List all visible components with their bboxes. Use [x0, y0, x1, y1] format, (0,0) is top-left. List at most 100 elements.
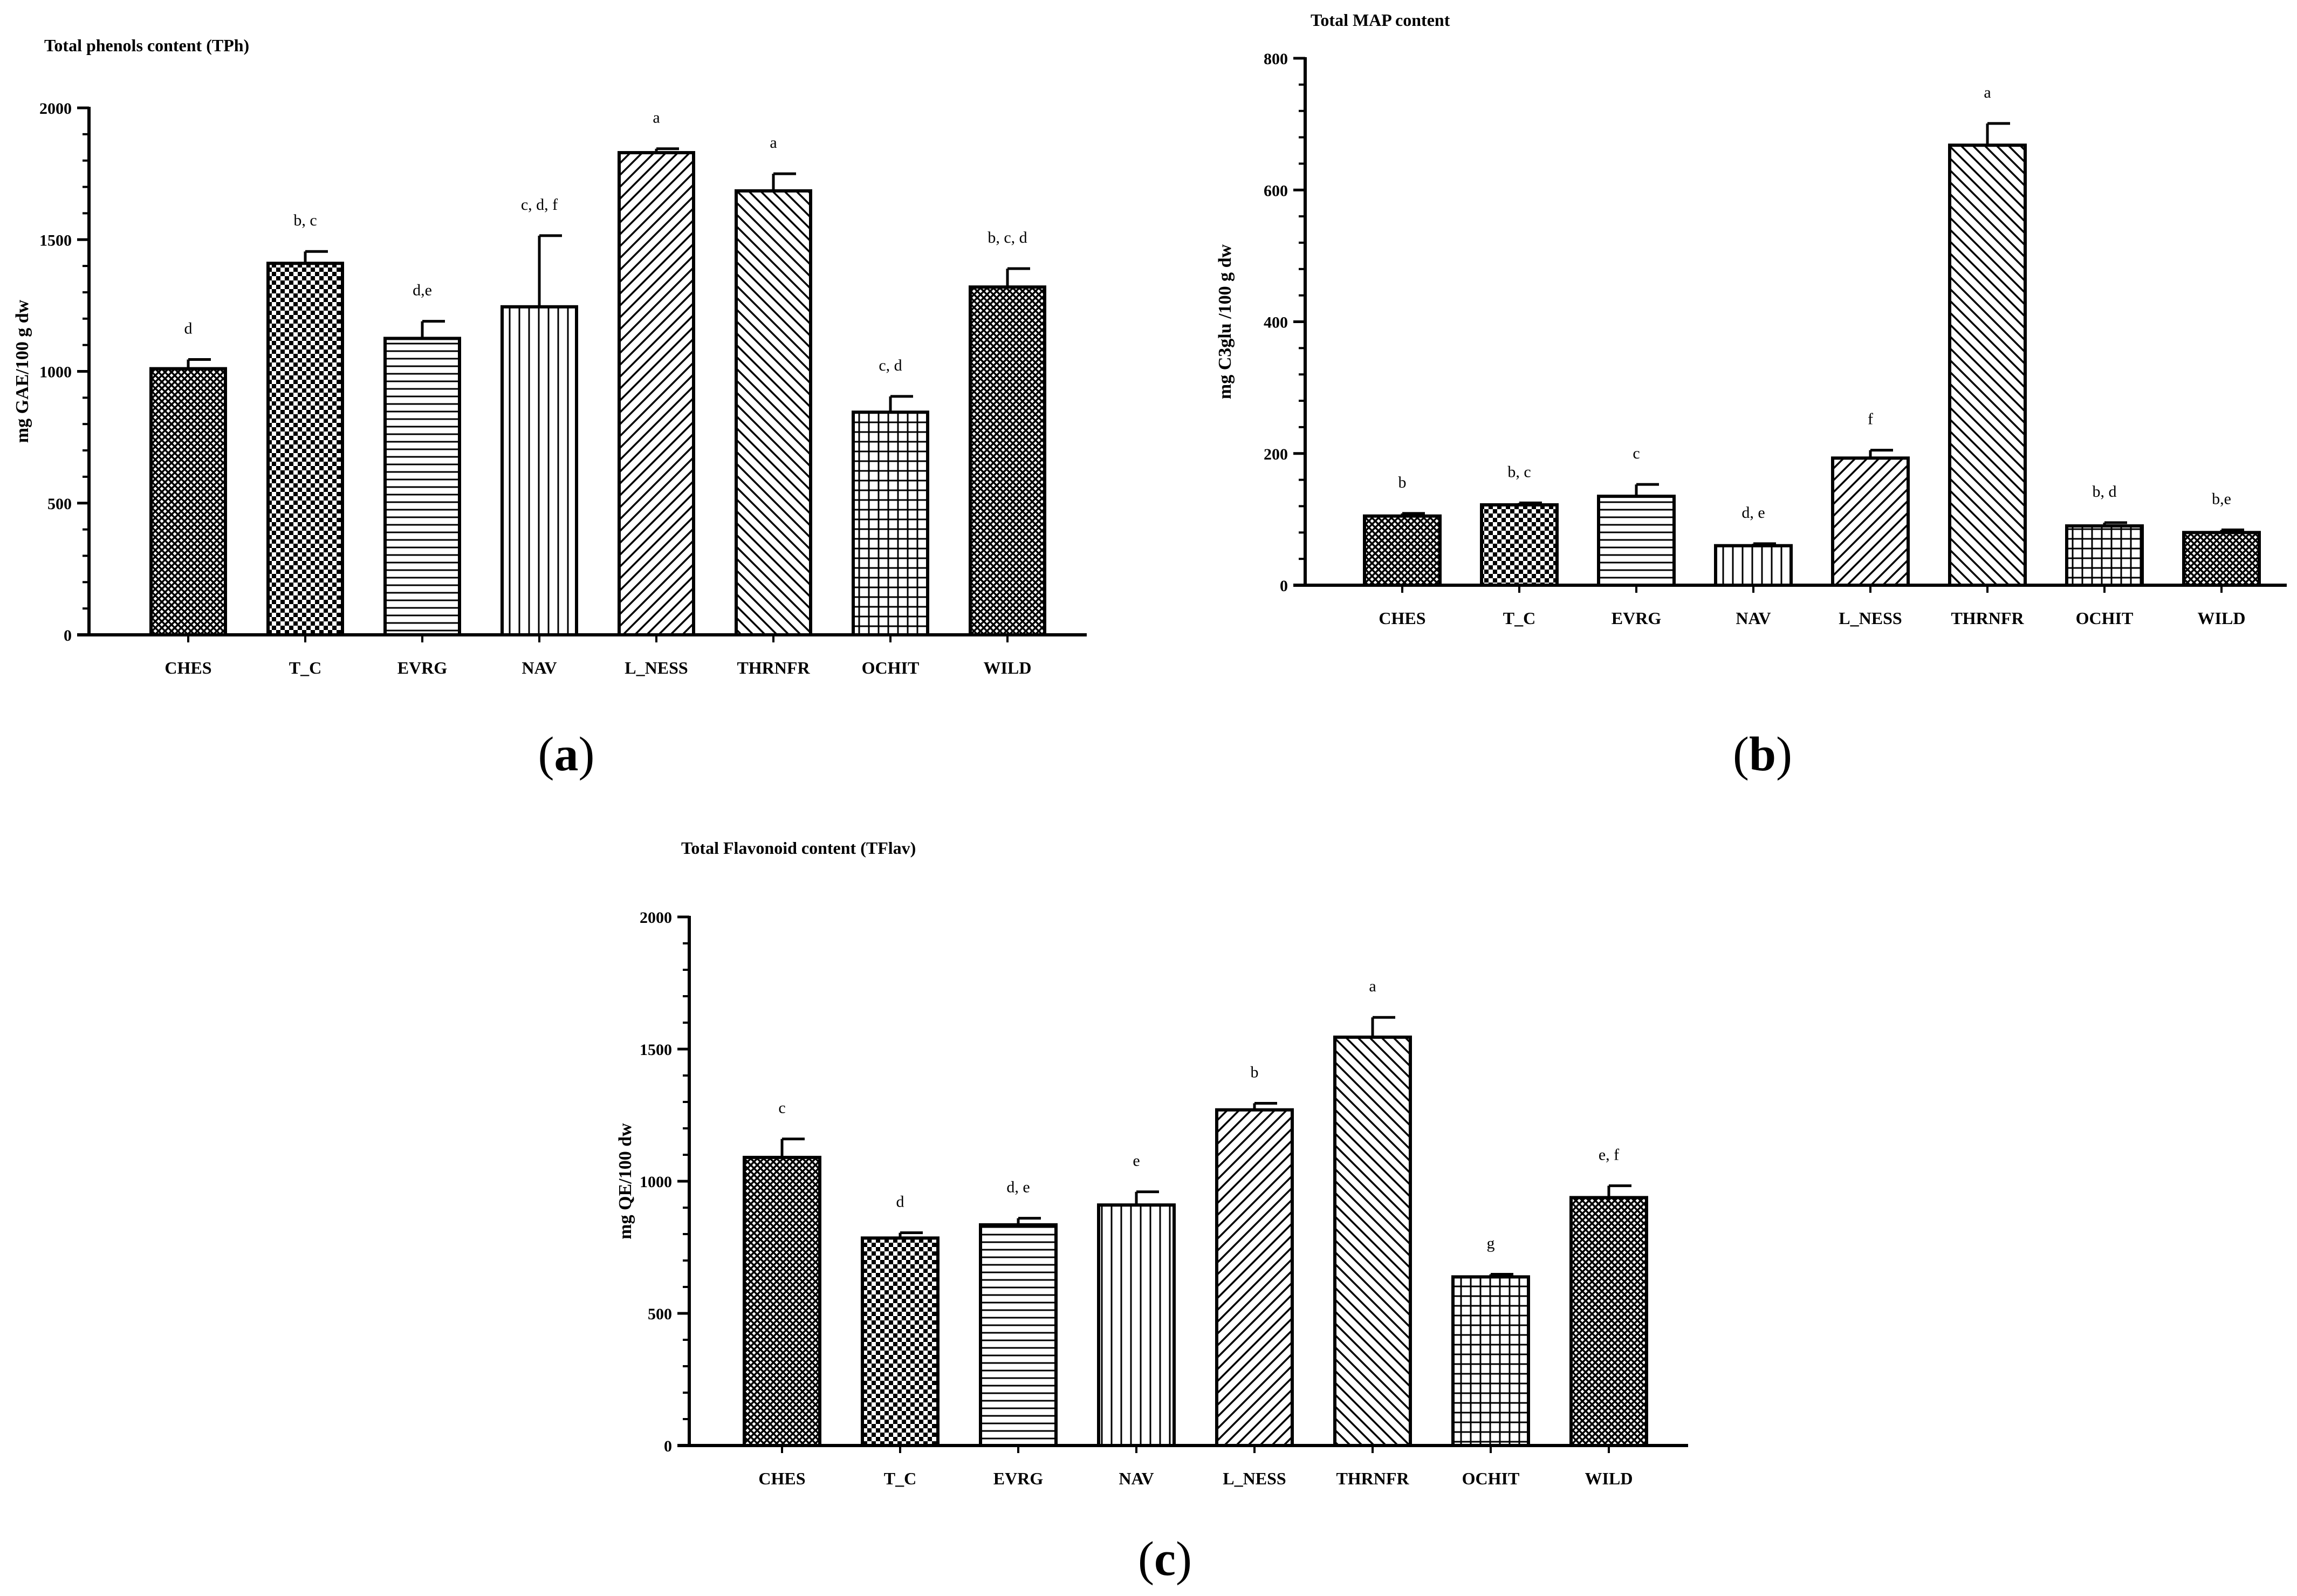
x-tick-label: EVRG [993, 1469, 1044, 1488]
bar [2182, 531, 2261, 587]
significance-label: d,e [413, 282, 432, 299]
x-tick-label: WILD [2198, 608, 2246, 628]
x-tick-label: CHES [1379, 608, 1425, 628]
y-tick-label: 500 [648, 1305, 672, 1323]
y-tick-label: 200 [1264, 446, 1288, 463]
x-tick-label: OCHIT [1462, 1469, 1520, 1488]
y-tick-label: 1500 [39, 231, 72, 249]
x-tick-label: CHES [164, 658, 211, 677]
significance-label: a [1369, 977, 1376, 995]
significance-label: a [770, 134, 777, 152]
chart-panel: Total MAP content mg C3glu /100 g dw 0 200 4… [1215, 10, 2287, 781]
bar [743, 1155, 821, 1447]
significance-label: g [1487, 1234, 1495, 1252]
bar [852, 410, 929, 637]
significance-label: d, e [1006, 1179, 1030, 1196]
bar [500, 305, 578, 636]
x-tick-label: T_C [884, 1469, 916, 1488]
bar [1363, 514, 1442, 587]
bar [383, 337, 461, 636]
panel-label: (b) [1733, 728, 1792, 781]
x-tick-label: WILD [1585, 1469, 1633, 1488]
bar [1597, 495, 1676, 587]
x-tick-label: L_NESS [1223, 1469, 1286, 1488]
panel-label: (c) [1138, 1532, 1192, 1586]
significance-label: d [184, 320, 193, 338]
bar [979, 1223, 1058, 1448]
x-tick-label: OCHIT [862, 658, 920, 677]
y-tick-label: 0 [1280, 577, 1288, 595]
bar [618, 151, 695, 637]
charts-layer: Total phenols content (TPh) mg GAE/100 g … [12, 10, 2287, 1586]
bar [735, 189, 812, 636]
x-tick-label: WILD [984, 658, 1032, 677]
bar [1948, 143, 2027, 587]
y-tick-label: 1000 [39, 364, 72, 381]
x-tick-label: CHES [758, 1469, 805, 1488]
y-tick-label: 1000 [640, 1173, 672, 1191]
y-tick-label: 1500 [640, 1041, 672, 1059]
bar [1333, 1035, 1412, 1447]
significance-label: b [1398, 474, 1407, 491]
significance-label: c, d [879, 357, 902, 374]
x-tick-label: T_C [289, 658, 321, 677]
y-axis-label: mg QE/100 dw [615, 1123, 635, 1239]
significance-label: b, d [2093, 483, 2117, 501]
significance-label: b, c, d [988, 229, 1027, 246]
x-tick-label: THRNFR [1951, 608, 2024, 628]
bar [1831, 456, 1910, 587]
x-tick-label: NAV [1736, 608, 1771, 628]
bar [861, 1236, 940, 1448]
significance-label: b [1251, 1063, 1259, 1081]
significance-label: d [896, 1193, 904, 1211]
y-tick-label: 400 [1264, 314, 1288, 332]
x-tick-label: NAV [1119, 1469, 1154, 1488]
bar [2065, 524, 2144, 587]
x-tick-label: L_NESS [625, 658, 688, 677]
bar [969, 285, 1046, 636]
chart-title: Total phenols content (TPh) [44, 36, 249, 55]
y-tick-label: 2000 [640, 909, 672, 927]
significance-label: f [1868, 410, 1873, 428]
chart-panel: Total Flavonoid content (TFlav) mg QE/100… [615, 838, 1688, 1586]
x-tick-label: NAV [522, 658, 557, 677]
chart-title: Total MAP content [1311, 10, 1450, 30]
y-tick-label: 0 [64, 627, 72, 645]
significance-label: a [653, 109, 660, 127]
significance-label: d, e [1741, 504, 1765, 522]
x-tick-label: THRNFR [737, 658, 810, 677]
significance-label: c [1633, 444, 1640, 462]
chart-panel: Total phenols content (TPh) mg GAE/100 g … [12, 36, 1087, 781]
significance-label: b, c [293, 211, 317, 229]
y-axis-label: mg GAE/100 g dw [12, 299, 32, 443]
significance-label: b, c [1507, 463, 1531, 481]
y-axis-label: mg C3glu /100 g dw [1215, 244, 1235, 399]
bar [149, 367, 227, 636]
significance-label: a [1984, 84, 1991, 101]
y-tick-label: 2000 [39, 100, 72, 118]
bar [1451, 1275, 1530, 1447]
bar [1097, 1203, 1176, 1448]
significance-label: e [1133, 1152, 1140, 1170]
bar [1714, 544, 1793, 587]
significance-label: c [778, 1099, 785, 1117]
x-tick-label: THRNFR [1336, 1469, 1409, 1488]
y-tick-label: 600 [1264, 182, 1288, 200]
bar [1480, 503, 1559, 587]
y-tick-label: 0 [664, 1437, 672, 1455]
significance-label: b,e [2212, 490, 2231, 508]
panel-label: (a) [538, 728, 595, 781]
significance-label: c, d, f [521, 196, 558, 214]
bar [1215, 1108, 1294, 1447]
chart-title: Total Flavonoid content (TFlav) [681, 838, 916, 858]
x-tick-label: L_NESS [1839, 608, 1902, 628]
significance-label: e, f [1599, 1146, 1619, 1163]
x-tick-label: EVRG [1612, 608, 1662, 628]
x-tick-label: OCHIT [2076, 608, 2134, 628]
bar [1569, 1196, 1648, 1447]
bar [266, 262, 344, 636]
x-tick-label: EVRG [397, 658, 448, 677]
y-tick-label: 500 [47, 495, 72, 513]
x-tick-label: T_C [1503, 608, 1535, 628]
